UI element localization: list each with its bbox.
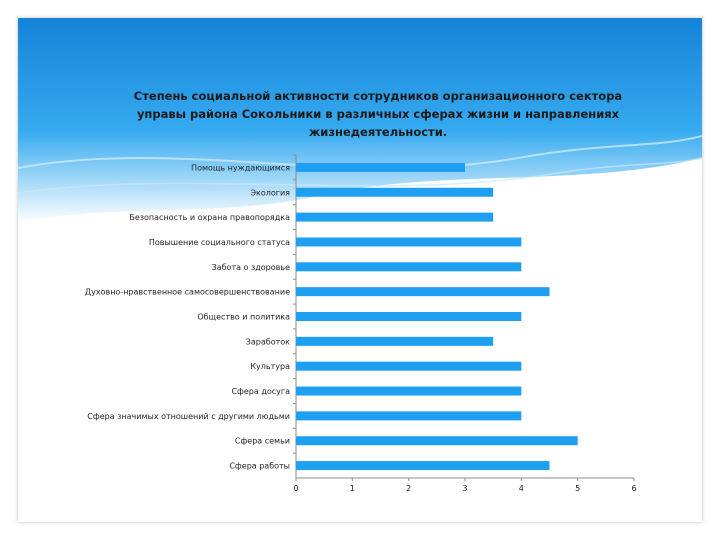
bar-chart: Помощь нуждающимся Экология Безопасность и… <box>85 154 637 493</box>
bar-11 <box>296 411 522 421</box>
category-label-12: Сфера семьи <box>235 437 290 446</box>
category-label-11: Сфера значимых отношений с другими людьм… <box>87 412 290 421</box>
category-label-6: Духовно-нравственное самосовершенствован… <box>85 288 290 297</box>
bar-1 <box>296 162 465 172</box>
slide: Степень социальной активности сотруднико… <box>18 18 702 522</box>
x-tick-label-5: 5 <box>575 484 580 493</box>
bar-8 <box>296 336 494 346</box>
bar-3 <box>296 212 494 222</box>
x-tick-label-3: 3 <box>462 484 467 493</box>
bar-6 <box>296 287 550 297</box>
category-label-4: Повышение социального статуса <box>149 238 290 247</box>
chart-title-line-3: жизнедеятельности. <box>308 125 448 139</box>
category-label-3: Безопасность и охрана правопорядка <box>129 213 290 222</box>
chart-title-line-1: Степень социальной активности сотруднико… <box>133 89 623 103</box>
bar-4 <box>296 237 522 247</box>
x-tick-label-2: 2 <box>406 484 411 493</box>
chart-title-line-2: управы района Сокольники в различных сфе… <box>136 107 620 121</box>
category-label-2: Экология <box>250 188 290 197</box>
category-label-13: Сфера работы <box>229 462 290 471</box>
category-label-8: Заработок <box>246 337 290 346</box>
bar-10 <box>296 386 522 396</box>
category-label-1: Помощь нуждающимся <box>191 163 290 172</box>
x-tick-label-0: 0 <box>293 484 298 493</box>
category-label-5: Забота о здоровье <box>212 263 290 272</box>
category-label-9: Культура <box>250 362 290 371</box>
category-label-10: Сфера досуга <box>231 387 290 396</box>
x-tick-label-6: 6 <box>631 484 636 493</box>
bar-5 <box>296 262 522 272</box>
bar-2 <box>296 187 494 197</box>
bar-7 <box>296 312 522 321</box>
category-label-7: Общество и политика <box>197 313 290 322</box>
bar-12 <box>296 436 578 446</box>
x-tick-label-1: 1 <box>350 484 355 493</box>
bar-9 <box>296 361 522 371</box>
x-tick-label-4: 4 <box>519 484 524 493</box>
bar-13 <box>296 461 550 471</box>
